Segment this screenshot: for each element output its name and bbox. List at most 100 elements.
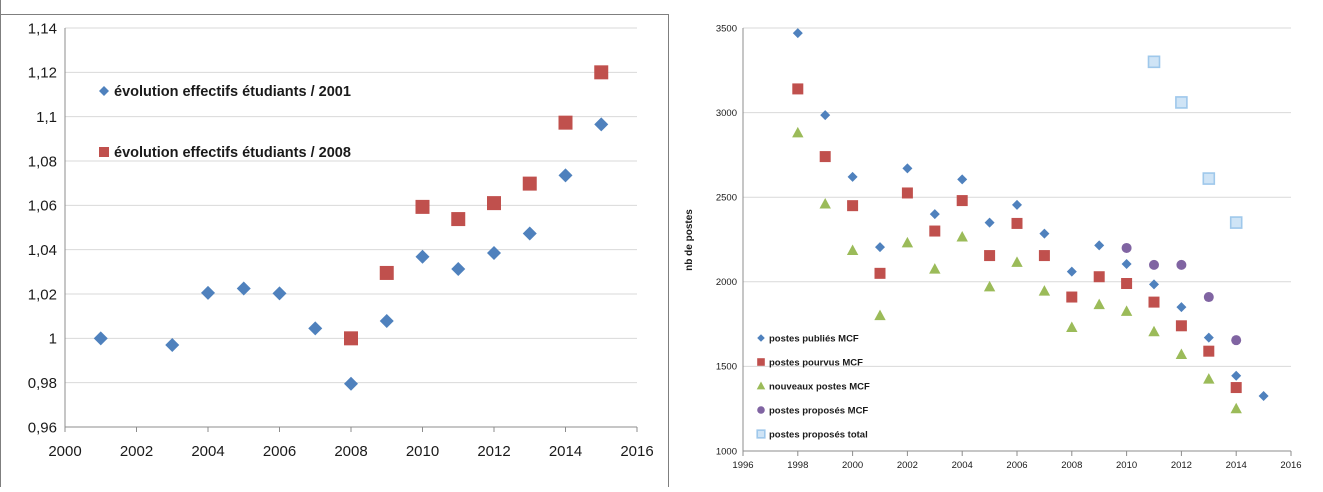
data-point-square-outline-2011 — [1147, 55, 1161, 69]
data-point-diamond-2001 — [93, 331, 108, 346]
data-point-diamond-2001 — [875, 242, 885, 253]
data-point-square-2011 — [1148, 296, 1160, 308]
data-point-square-2008 — [1066, 291, 1078, 303]
data-point-circle-2011 — [1149, 259, 1159, 270]
legend-label: postes publiés MCF — [769, 333, 859, 344]
y-tick-label: 2000 — [716, 277, 737, 288]
data-point-square-2008 — [344, 331, 358, 346]
legend-marker-circle — [757, 406, 765, 414]
data-point-triangle-2001 — [874, 309, 886, 321]
data-point-triangle-2002 — [901, 236, 914, 248]
data-point-diamond-2009 — [379, 314, 394, 329]
left-gridlines — [65, 27, 637, 384]
legend-label-2008: évolution effectifs étudiants / 2008 — [114, 145, 351, 161]
x-tick-label: 2008 — [334, 443, 367, 460]
data-point-circle-2010 — [1121, 242, 1132, 253]
data-point-triangle-2010 — [1120, 305, 1133, 316]
data-point-diamond-1998 — [792, 28, 803, 39]
data-point-diamond-2015 — [1258, 391, 1269, 402]
data-point-square-outline-2013 — [1202, 172, 1216, 185]
y-tick-label: 1,06 — [28, 198, 57, 215]
x-tick-label: 2008 — [1061, 460, 1082, 471]
data-point-circle-2012 — [1176, 259, 1187, 270]
left-legend: évolution effectifs étudiants / 2001 évo… — [99, 84, 351, 161]
data-point-diamond-2002 — [902, 163, 913, 174]
data-point-diamond-1999 — [820, 110, 831, 121]
legend-marker-diamond — [757, 334, 765, 342]
data-point-diamond-2014 — [558, 168, 573, 183]
data-point-square-1998 — [792, 83, 804, 95]
data-point-square-2010 — [1121, 277, 1133, 289]
legend-label: nouveaux postes MCF — [769, 381, 870, 392]
data-point-triangle-1998 — [792, 126, 804, 138]
legend-marker-square-outline — [756, 429, 766, 439]
data-point-diamond-2006 — [272, 286, 287, 301]
data-point-diamond-2013 — [522, 226, 537, 241]
data-point-diamond-2015 — [594, 117, 609, 132]
right-x-tick-labels: 1996 1998 2000 2002 2004 2006 2008 2010 2012 2014… — [732, 460, 1301, 471]
data-point-diamond-2013 — [1203, 332, 1214, 343]
data-point-square-1999 — [819, 151, 831, 163]
legend-entry-2: postes pourvus MCF — [757, 357, 863, 368]
x-tick-label: 2010 — [1116, 460, 1137, 471]
right-y-axis-label: nb de postes — [684, 209, 695, 271]
data-point-triangle-2014 — [1230, 402, 1242, 414]
x-tick-label: 2000 — [842, 460, 863, 471]
right-legend: postes publiés MCF postes pourvus MCF nouv… — [756, 333, 870, 440]
legend-marker-square — [757, 358, 765, 366]
y-tick-label: 1500 — [716, 362, 737, 373]
data-point-triangle-2009 — [1093, 298, 1105, 310]
data-point-diamond-2003 — [929, 209, 940, 220]
data-point-diamond-2000 — [847, 171, 858, 182]
legend-entry-3: nouveaux postes MCF — [756, 381, 870, 392]
left-x-tick-labels: 2000 2002 2004 2006 2008 2010 2012 2014 2016 — [48, 443, 653, 460]
legend-entry-4: postes proposés MCF — [757, 405, 868, 416]
legend-entry-2008: évolution effectifs étudiants / 2008 — [99, 145, 351, 161]
data-point-diamond-2010 — [415, 249, 430, 264]
data-point-square-2011 — [451, 212, 466, 227]
y-tick-label: 1,1 — [36, 109, 57, 126]
data-point-triangle-1999 — [819, 197, 831, 209]
right-axes — [742, 28, 1292, 456]
y-tick-label: 2500 — [716, 193, 737, 204]
data-point-diamond-2004 — [957, 174, 968, 185]
legend-entry-1: postes publiés MCF — [757, 333, 859, 344]
data-point-diamond-2012 — [1176, 302, 1187, 313]
y-tick-label: 1,08 — [28, 153, 57, 170]
x-tick-label: 2002 — [897, 460, 918, 471]
data-point-square-2003 — [929, 225, 941, 237]
data-point-diamond-2005 — [236, 281, 251, 296]
left-axes — [64, 28, 638, 432]
data-point-diamond-2008 — [344, 376, 358, 391]
data-point-square-2006 — [1011, 217, 1023, 229]
data-point-triangle-2003 — [929, 263, 941, 274]
right-data-points — [792, 28, 1269, 414]
data-point-triangle-2007 — [1038, 285, 1051, 296]
data-point-square-2007 — [1038, 250, 1050, 262]
y-tick-label: 1,12 — [28, 65, 57, 82]
y-tick-label: 1,14 — [28, 20, 57, 37]
left-data-points — [93, 65, 609, 391]
data-point-square-2015 — [594, 65, 609, 80]
legend-marker-diamond — [99, 86, 109, 96]
data-point-triangle-2006 — [1011, 256, 1023, 267]
data-point-diamond-2007 — [1039, 228, 1050, 239]
x-tick-label: 2006 — [1006, 460, 1027, 471]
y-tick-label: 1 — [49, 331, 57, 348]
data-point-diamond-2006 — [1012, 199, 1022, 210]
data-point-square-2014 — [1230, 382, 1242, 394]
y-tick-label: 3000 — [716, 108, 737, 119]
data-point-square-2009 — [1093, 271, 1105, 283]
x-tick-label: 2002 — [120, 443, 153, 460]
y-tick-label: 0,96 — [28, 419, 57, 436]
x-tick-label: 2004 — [952, 460, 973, 471]
positions-chart: 1000 1500 2000 2500 3000 3500 1996 1998 2000 200… — [684, 23, 1302, 471]
y-tick-label: 1000 — [716, 446, 737, 457]
y-tick-label: 1,04 — [28, 242, 57, 259]
data-point-square-2012 — [1175, 320, 1187, 332]
y-tick-label: 1,02 — [28, 286, 57, 303]
data-point-square-2013 — [522, 176, 537, 191]
right-y-tick-labels: 1000 1500 2000 2500 3000 3500 — [716, 23, 737, 457]
data-point-square-2005 — [984, 250, 996, 262]
